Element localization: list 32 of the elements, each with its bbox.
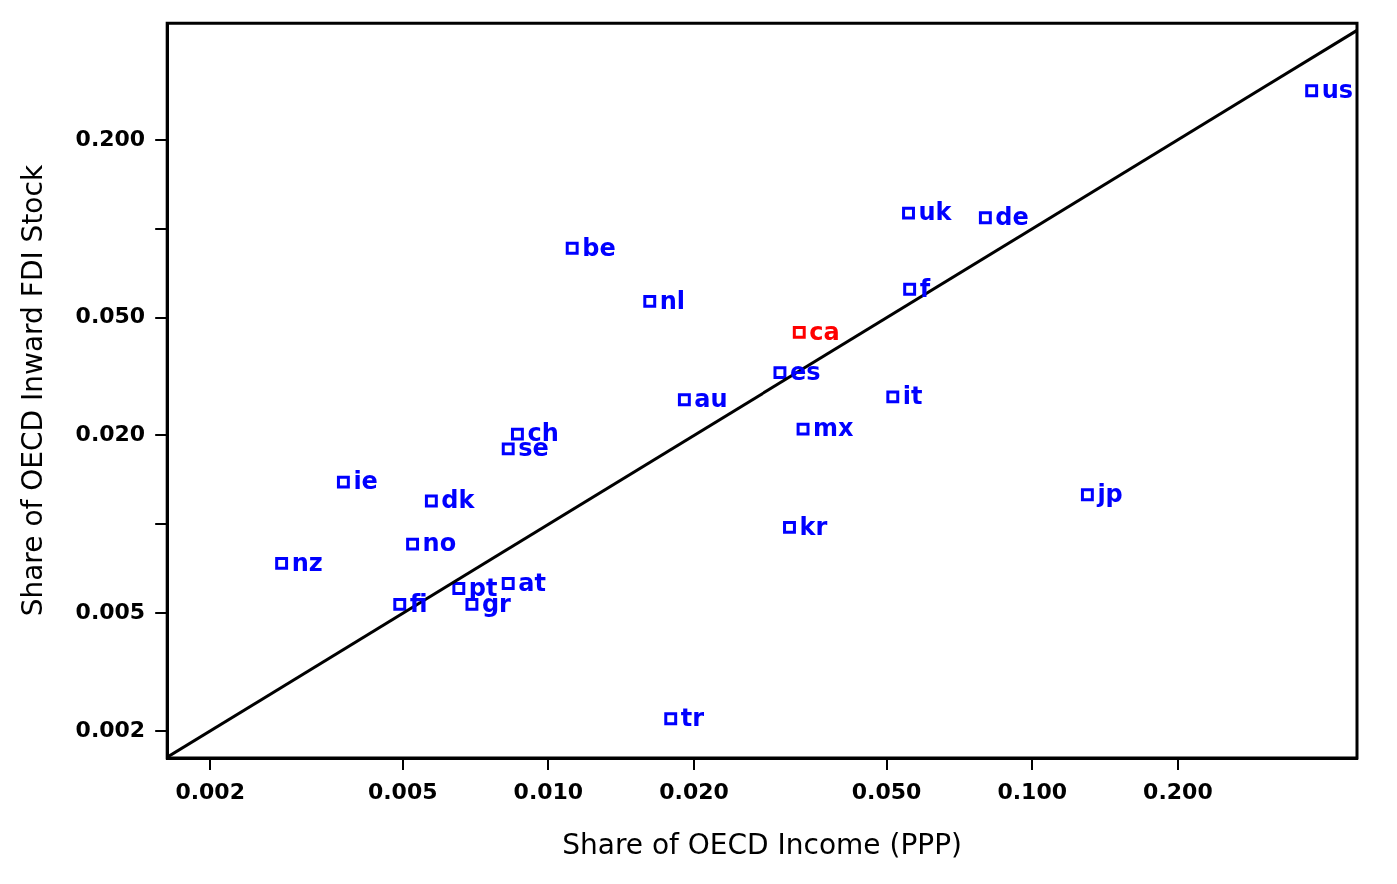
series-label: be	[582, 233, 616, 262]
y-tick-label: 0.002	[75, 716, 146, 742]
x-tick-label: 0.100	[997, 778, 1068, 804]
series-label: us	[1321, 76, 1354, 105]
x-tick-label: 0.020	[659, 778, 729, 804]
series-label: nl	[659, 286, 686, 315]
series-label: kr	[799, 512, 828, 541]
x-axis-title: Share of OECD Income (PPP)	[562, 828, 962, 862]
x-tick-label: 0.002	[175, 778, 245, 804]
y-tick-label: 0.050	[75, 303, 146, 329]
series-label: mx	[813, 414, 855, 443]
series-label: dk	[441, 486, 476, 515]
series-label: au	[694, 384, 728, 413]
series-label: tr	[680, 703, 705, 732]
series-label: no	[422, 529, 457, 558]
x-tick-label: 0.010	[513, 778, 584, 804]
x-tick-label: 0.050	[851, 778, 922, 804]
series-label: de	[995, 202, 1029, 231]
series-label: es	[789, 357, 821, 386]
series-label: ca	[809, 317, 840, 346]
series-label: jp	[1096, 479, 1123, 508]
series-label: it	[902, 382, 923, 411]
series-label: at	[518, 568, 546, 597]
y-tick-label: 0.200	[75, 125, 146, 151]
series-label: nz	[291, 548, 323, 577]
x-tick-label: 0.200	[1143, 778, 1213, 804]
x-tick-label: 0.005	[367, 778, 438, 804]
series-label: ie	[353, 467, 378, 496]
y-tick-label: 0.020	[75, 421, 146, 447]
y-tick-label: 0.005	[75, 599, 146, 625]
y-axis-title: Share of OECD Inward FDI Stock	[16, 164, 50, 617]
series-label: uk	[918, 198, 953, 227]
